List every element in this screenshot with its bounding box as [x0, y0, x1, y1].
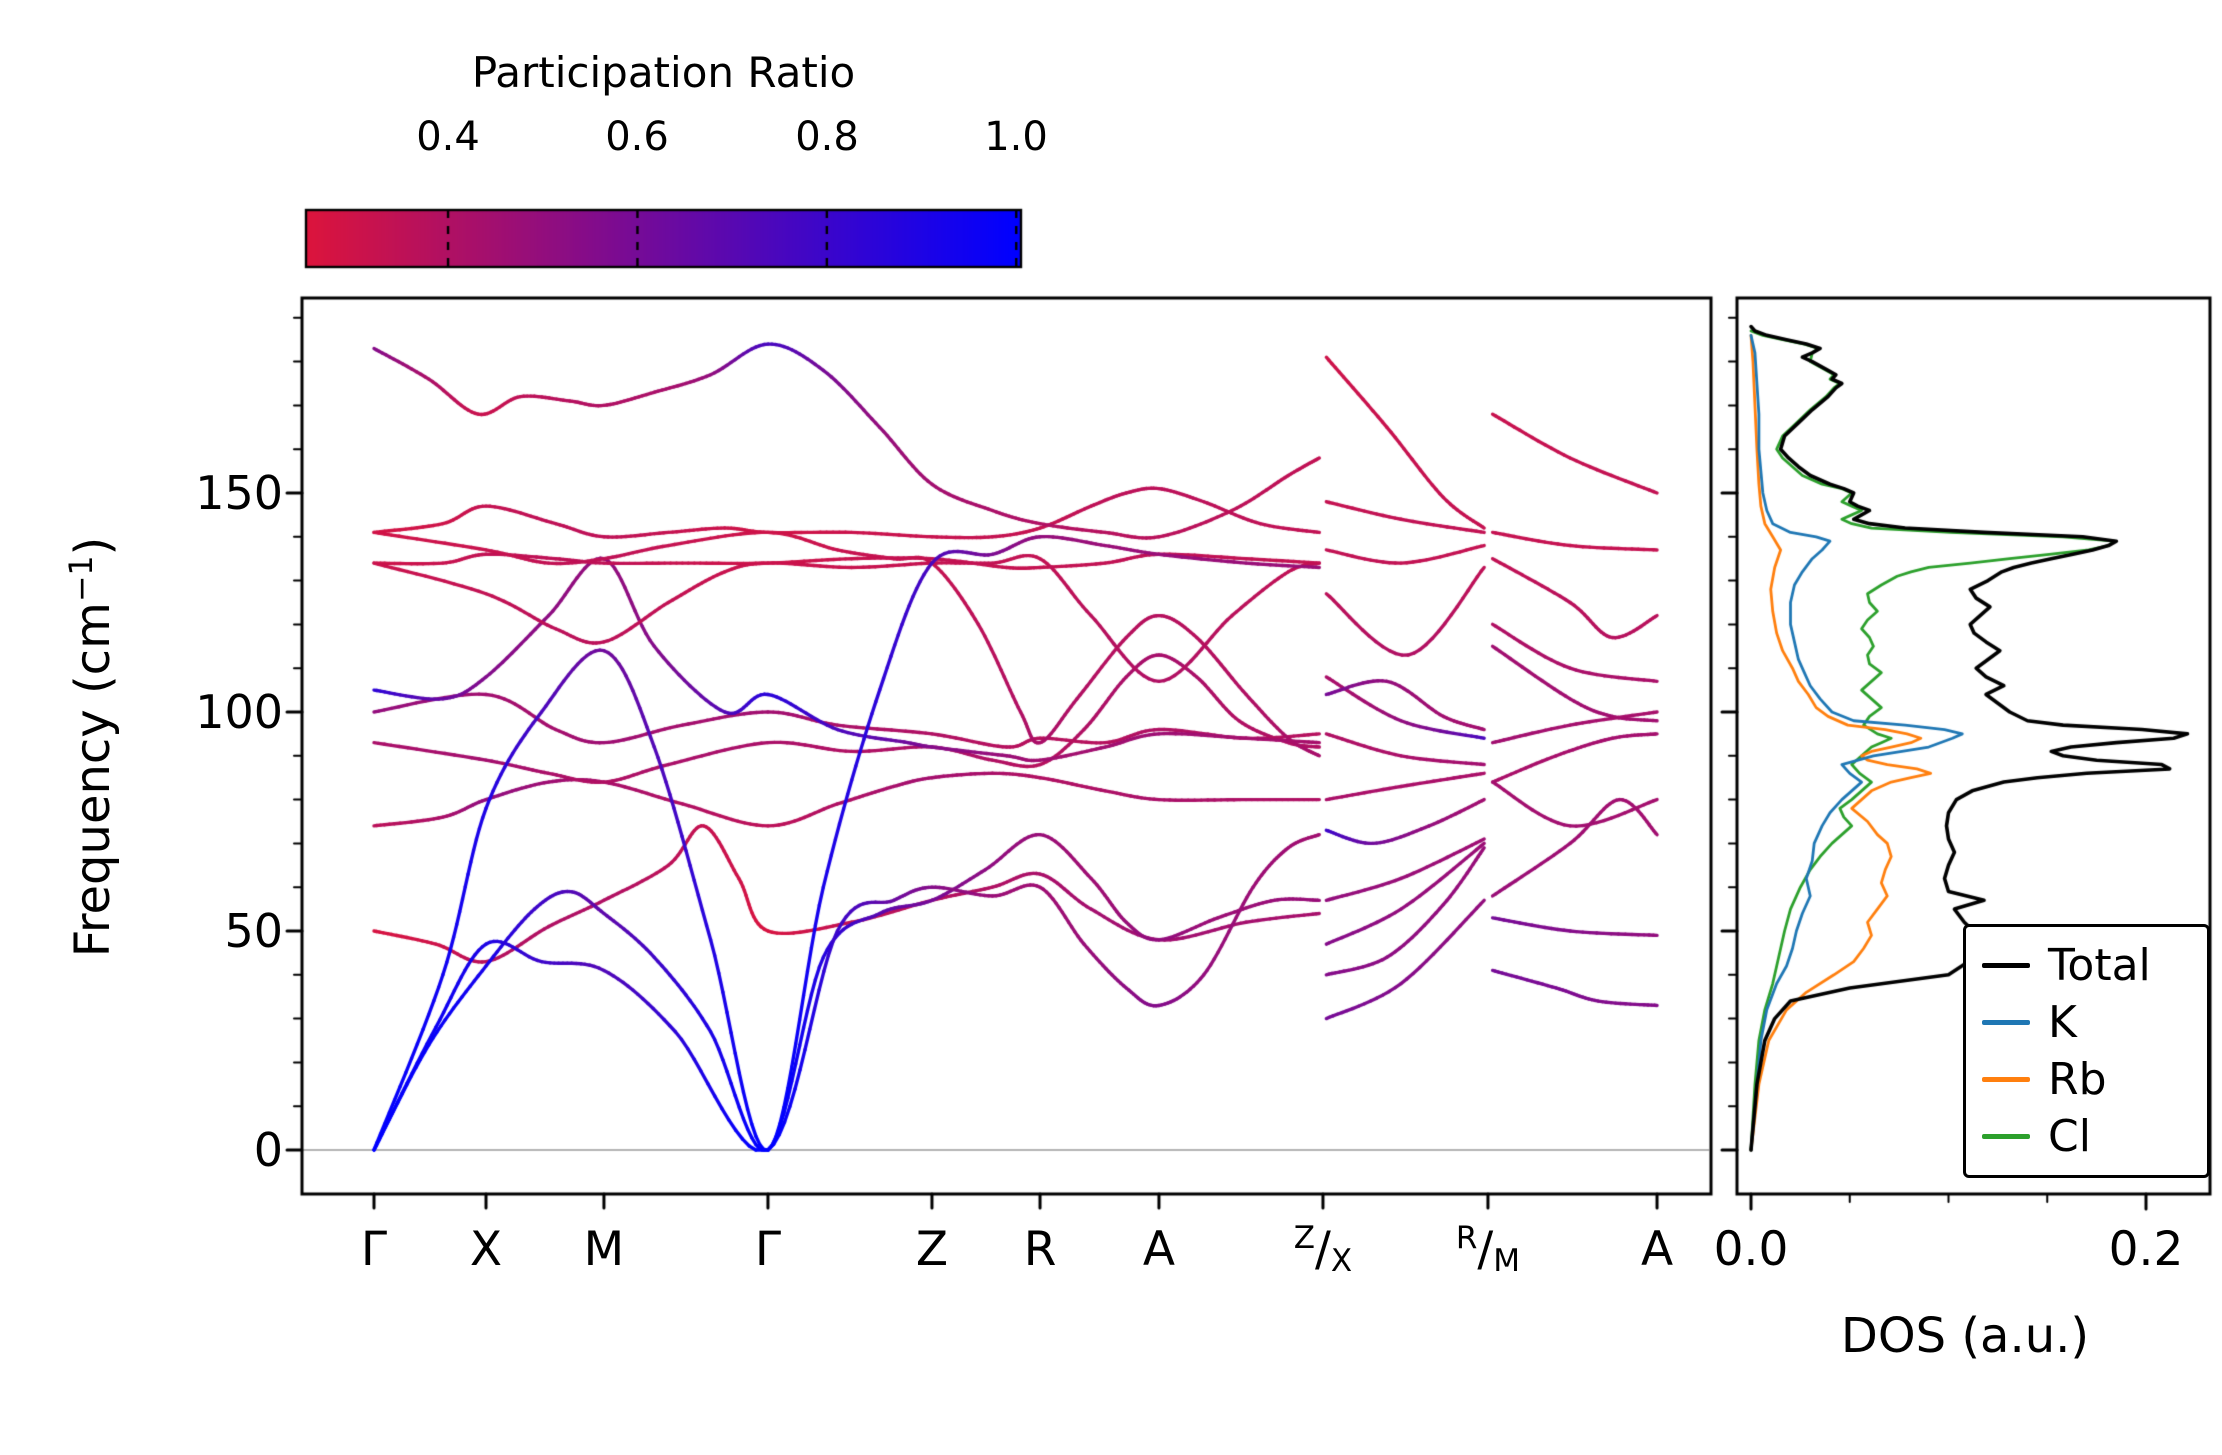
y-tick-label: 150	[195, 466, 283, 520]
colorbar-tick-label: 0.6	[605, 114, 669, 160]
dos-axis-label: DOS (a.u.)	[1840, 1308, 2090, 1364]
dos-tick-label: 0.2	[2108, 1222, 2184, 1277]
legend-label-total: Total	[2048, 940, 2151, 991]
legend-label-k: K	[2048, 997, 2077, 1048]
legend-line-cl	[1982, 1134, 2030, 1139]
y-axis-label-exponent: −1	[64, 555, 100, 603]
kpoint-label: R/M	[1455, 1219, 1521, 1280]
kpoint-label: Z/X	[1293, 1219, 1353, 1280]
legend-item-k: K	[1966, 994, 2207, 1051]
legend-label-cl: Cl	[2048, 1111, 2091, 1162]
legend-item-cl: Cl	[1966, 1108, 2207, 1165]
kpoint-label: Z	[915, 1222, 949, 1277]
colorbar-tick-label: 0.4	[416, 114, 480, 160]
y-axis-label-close: )	[65, 536, 121, 556]
legend-item-rb: Rb	[1966, 1051, 2207, 1108]
legend-label-rb: Rb	[2048, 1054, 2107, 1105]
kpoint-label: Γ	[360, 1222, 388, 1277]
legend-item-total: Total	[1966, 937, 2207, 994]
y-tick-label: 50	[224, 904, 283, 958]
dos-tick-label: 0.0	[1713, 1222, 1789, 1277]
kpoint-label: Γ	[754, 1222, 782, 1277]
kpoint-label: A	[1640, 1222, 1674, 1277]
kpoint-label: X	[469, 1222, 503, 1277]
dos-legend: Total K Rb Cl	[1963, 924, 2210, 1178]
legend-line-total	[1982, 963, 2030, 968]
y-tick-label: 0	[253, 1123, 283, 1177]
kpoint-label: R	[1023, 1222, 1057, 1277]
colorbar-tick-label: 1.0	[984, 114, 1048, 160]
legend-line-k	[1982, 1020, 2030, 1025]
legend-line-rb	[1982, 1077, 2030, 1082]
y-axis-label: Frequency (cm−1)	[51, 297, 121, 1197]
colorbar-tick-label: 0.8	[795, 114, 859, 160]
kpoint-label: A	[1142, 1222, 1176, 1277]
kpoint-label: M	[583, 1222, 625, 1277]
colorbar-title: Participation Ratio	[471, 48, 856, 97]
y-tick-label: 100	[195, 685, 283, 739]
